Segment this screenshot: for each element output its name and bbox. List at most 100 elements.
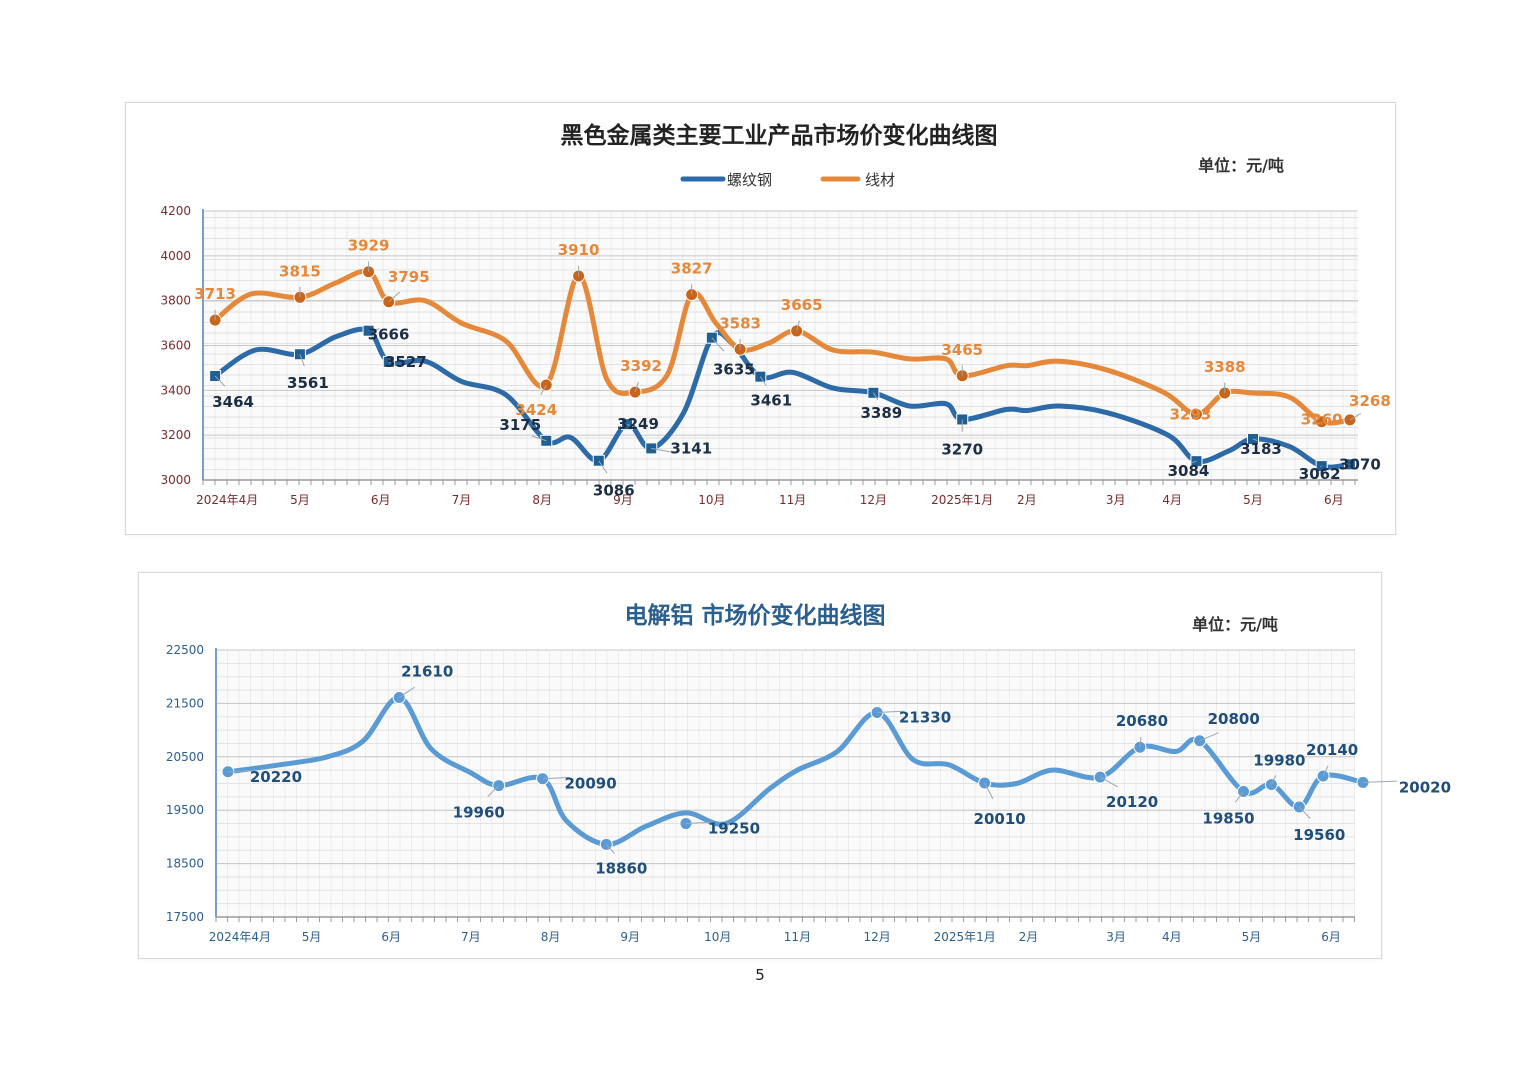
legend: 螺纹钢 线材 <box>680 171 895 189</box>
x-tick-label: 11月 <box>784 930 811 944</box>
data-label: 3086 <box>593 482 635 500</box>
x-tick-label: 10月 <box>704 930 731 944</box>
data-label: 19250 <box>708 820 760 838</box>
x-tick-label: 12月 <box>860 493 887 507</box>
label-leader <box>1191 460 1197 464</box>
label-leader <box>531 435 547 442</box>
x-tick-label: 2025年1月 <box>931 493 993 507</box>
chart-panel-ferrous: 黑色金属类主要工业产品市场价变化曲线图 单位：元/吨 螺纹钢 线材 3000 32… <box>125 102 1396 535</box>
data-label: 3270 <box>941 440 983 458</box>
data-label: 3815 <box>279 262 321 280</box>
data-label: 19960 <box>453 804 505 822</box>
data-label: 3910 <box>558 241 600 259</box>
data-label: 3141 <box>670 439 712 457</box>
data-point <box>1093 770 1107 784</box>
y-tick-label: 22500 <box>166 643 204 657</box>
x-tick-label: 4月 <box>1162 493 1182 507</box>
label-leader <box>368 328 380 332</box>
data-label: 3635 <box>713 361 755 379</box>
unit-label: 单位：元/吨 <box>1192 615 1278 634</box>
data-label: 20220 <box>250 768 302 786</box>
data-label: 3561 <box>287 374 329 392</box>
label-leader <box>1139 736 1142 748</box>
label-leader <box>984 782 994 799</box>
data-label: 3665 <box>781 296 823 314</box>
data-label: 3713 <box>194 285 236 303</box>
x-tick-label: 2025年1月 <box>934 930 996 944</box>
chart-title: 黑色金属类主要工业产品市场价变化曲线图 <box>561 122 998 149</box>
data-label: 3465 <box>941 341 983 359</box>
x-tick-label: 3月 <box>1106 493 1126 507</box>
data-label: 3929 <box>348 237 390 255</box>
label-leader <box>227 770 255 773</box>
y-tick-label: 4000 <box>160 249 191 263</box>
data-label: 21330 <box>899 708 951 726</box>
unit-label: 单位：元/吨 <box>1198 156 1284 175</box>
x-tick-label: 4月 <box>1162 930 1182 944</box>
label-leader <box>651 447 674 453</box>
data-point <box>628 385 642 399</box>
data-label: 3389 <box>861 404 903 422</box>
data-label: 19980 <box>1253 752 1305 770</box>
data-point <box>362 324 375 337</box>
x-tick-label: 2024年4月 <box>196 493 258 507</box>
data-label: 3388 <box>1204 358 1246 376</box>
x-tick-label: 5月 <box>302 930 322 944</box>
data-label: 20020 <box>1399 778 1451 796</box>
axes: 17500 18500 19500 20500 21500 22500 2024年4月 5月 6… <box>166 643 1355 944</box>
data-label: 20120 <box>1106 793 1158 811</box>
x-tick-label: 9月 <box>613 493 633 507</box>
label-leader <box>1349 413 1362 421</box>
grid <box>202 210 1358 481</box>
data-label: 20090 <box>564 775 616 793</box>
page-number: 5 <box>755 966 765 984</box>
data-label: 3084 <box>1168 462 1210 480</box>
y-tick-label: 3200 <box>160 428 191 442</box>
y-tick-label: 19500 <box>166 803 204 817</box>
x-tick-label: 8月 <box>541 930 561 944</box>
data-label: 3175 <box>499 416 541 434</box>
data-label: 19560 <box>1293 826 1345 844</box>
y-tick-label: 3400 <box>160 383 191 397</box>
label-leader <box>759 376 767 387</box>
y-tick-label: 18500 <box>166 857 204 871</box>
data-label: 20800 <box>1208 710 1260 728</box>
label-leader <box>1298 806 1311 819</box>
y-tick-label: 3600 <box>160 339 191 353</box>
data-label: 3795 <box>388 268 430 286</box>
data-label: 3583 <box>719 314 761 332</box>
data-label: 21610 <box>401 663 453 681</box>
x-tick-label: 11月 <box>779 493 806 507</box>
data-labels: 20220 21610 19960 20090 18860 19250 21330 20010… <box>227 663 1451 877</box>
x-tick-label: 5月 <box>290 493 310 507</box>
data-label: 19850 <box>1202 810 1254 828</box>
label-leader <box>1192 414 1197 419</box>
data-label: 3183 <box>1240 440 1282 458</box>
grid <box>215 649 1355 918</box>
data-label: 20140 <box>1306 741 1358 759</box>
ferrous-chart-svg: 黑色金属类主要工业产品市场价变化曲线图 单位：元/吨 螺纹钢 线材 3000 32… <box>160 122 1390 507</box>
data-label: 18860 <box>595 859 647 877</box>
label-leader <box>214 375 226 387</box>
y-tick-label: 4200 <box>160 204 191 218</box>
label-leader <box>1099 776 1118 788</box>
label-leader <box>1199 732 1219 742</box>
y-tick-label: 17500 <box>166 910 204 924</box>
x-tick-label: 10月 <box>698 493 725 507</box>
data-label: 20680 <box>1116 712 1168 730</box>
label-leader <box>605 844 615 854</box>
label-leader <box>598 460 608 474</box>
data-label: 3070 <box>1339 455 1381 473</box>
label-leader <box>1362 780 1398 783</box>
data-label: 3249 <box>617 415 659 433</box>
label-leader <box>626 423 634 429</box>
x-tick-label: 3月 <box>1106 930 1126 944</box>
aluminum-chart-svg: 电解铝 市场价变化曲线图 单位：元/吨 17500 18500 19500 20500… <box>166 602 1451 944</box>
x-tick-label: 8月 <box>532 493 552 507</box>
data-label: 3461 <box>750 392 792 410</box>
legend-label-wire: 线材 <box>865 171 895 189</box>
data-point <box>1193 734 1207 748</box>
data-label: 3827 <box>671 260 713 278</box>
label-leader <box>388 291 401 303</box>
label-leader <box>796 320 800 332</box>
